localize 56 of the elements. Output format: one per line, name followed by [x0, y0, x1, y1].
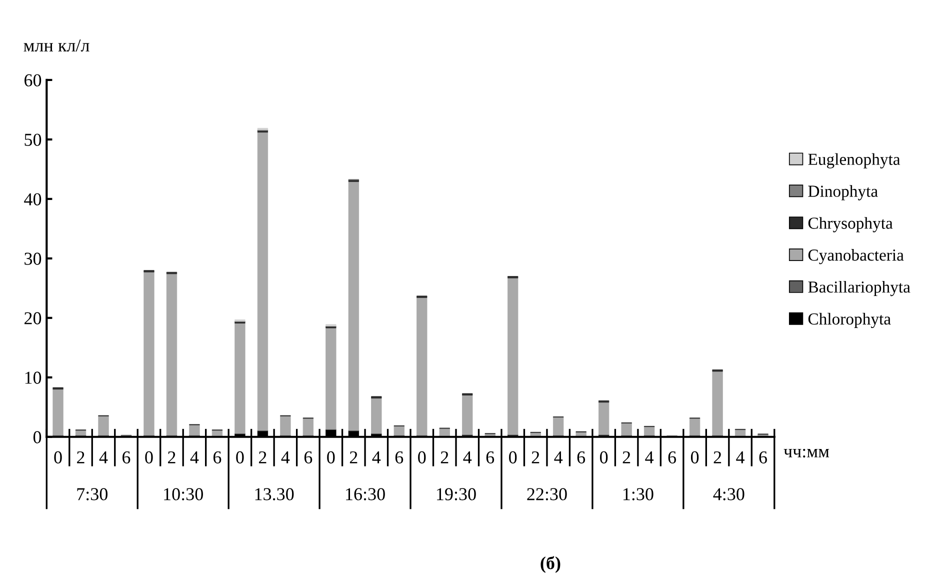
x-tick-label: 4: [736, 451, 745, 464]
text: 1:30: [623, 488, 654, 500]
y-tick-label: 50: [24, 134, 42, 146]
y-tick-label: 0: [33, 431, 42, 444]
text: 19:30: [437, 488, 476, 500]
x-tick-label: 0: [54, 451, 62, 464]
x-tick-label: 6: [395, 451, 404, 464]
x-tick-label: 4: [645, 451, 654, 464]
x-tick-label: 6: [668, 451, 676, 464]
x-tick-label: 2: [168, 451, 176, 464]
x-tick-label: 4: [281, 451, 290, 464]
x-axis-title: чч:мм: [784, 448, 830, 458]
x-tick-label: 0: [418, 451, 426, 464]
legend-label: Bacillariophyta: [808, 280, 910, 296]
x-tick-label: 6: [759, 451, 767, 464]
x-tick-label: 4: [99, 451, 108, 464]
x-tick-label: 2: [440, 451, 448, 464]
legend-label: Chlorophyta: [808, 312, 891, 328]
x-tick-label: 0: [509, 451, 517, 464]
x-tick-label: 4: [372, 451, 381, 464]
x-tick-label: 6: [304, 451, 312, 464]
text: 10:30: [164, 488, 203, 500]
text: 7:30: [77, 488, 108, 500]
y-tick-label: 30: [24, 252, 42, 265]
x-tick-label: 6: [213, 451, 222, 464]
text: 22:30: [527, 488, 567, 500]
text: 13.30: [255, 488, 294, 500]
y-tick-label: 10: [25, 372, 42, 384]
legend-label: Dinophyta: [808, 185, 878, 200]
x-tick-label: 4: [190, 451, 199, 464]
x-tick-label: 2: [258, 451, 266, 464]
x-tick-label: 6: [486, 451, 494, 464]
legend-label: Euglenophyta: [808, 153, 900, 168]
x-tick-label: 6: [122, 451, 130, 464]
text: 16:30: [346, 488, 385, 500]
x-tick-label: 0: [236, 451, 244, 464]
x-tick-label: 2: [77, 451, 84, 464]
y-axis-title: млн кл/л: [24, 39, 90, 52]
text: (б): [540, 556, 560, 573]
x-tick-label: 4: [554, 451, 563, 464]
x-tick-label: 6: [577, 451, 586, 464]
x-tick-label: 4: [463, 451, 472, 464]
text: 4:30: [713, 488, 744, 500]
y-tick-label: 40: [24, 193, 42, 206]
x-tick-label: 2: [532, 451, 540, 464]
y-tick-label: 60: [24, 74, 42, 86]
x-tick-label: 0: [327, 451, 335, 464]
x-tick-label: 0: [145, 451, 153, 464]
legend-label: Chrysophyta: [808, 217, 893, 232]
x-tick-label: 0: [690, 451, 699, 464]
x-tick-label: 2: [350, 451, 358, 464]
x-tick-label: 2: [622, 451, 630, 464]
x-tick-label: 0: [600, 451, 608, 464]
y-tick-label: 20: [24, 312, 42, 324]
x-tick-label: 2: [714, 451, 722, 464]
legend-label: Cyanobacteria: [808, 249, 904, 264]
